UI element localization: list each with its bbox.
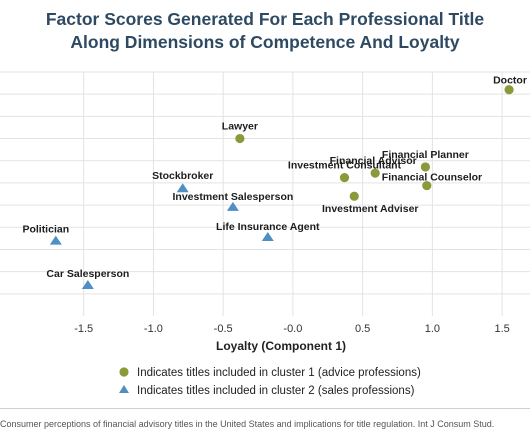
label-financial-advisor: Financial Advisor: [330, 155, 417, 167]
label-car-salesperson: Car Salesperson: [46, 268, 129, 280]
x-tick-label: 1.5: [494, 323, 509, 335]
label-politician: Politician: [22, 224, 69, 236]
label-financial-planner: Financial Planner: [382, 149, 469, 161]
label-doctor: Doctor: [493, 75, 527, 87]
x-tick-label: 1.0: [425, 323, 440, 335]
label-investment-consultant: Investment Consultant: [288, 160, 402, 172]
point-stockbroker: [176, 183, 189, 193]
point-financial-planner: [420, 162, 430, 172]
label-stockbroker: Stockbroker: [152, 170, 213, 182]
label-life-insurance-agent: Life Insurance Agent: [216, 221, 320, 233]
legend-item-cluster-1: Indicates titles included in cluster 1 (…: [137, 367, 421, 379]
chart-title-line-1: Factor Scores Generated For Each Profess…: [45, 9, 485, 29]
label-lawyer: Lawyer: [222, 121, 258, 133]
x-tick-label: -1.0: [144, 323, 163, 335]
label-financial-counselor: Financial Counselor: [382, 172, 482, 184]
chart-title: Factor Scores Generated For Each Profess…: [0, 8, 530, 54]
legend-triangle-icon: [119, 385, 129, 393]
data-points: [49, 85, 514, 289]
x-tick-label: -0.0: [283, 323, 302, 335]
label-investment-salesperson: Investment Salesperson: [173, 191, 294, 203]
footer-divider: [0, 408, 530, 443]
legend: Indicates titles included in cluster 1 (…: [119, 367, 421, 397]
point-financial-advisor: [370, 168, 380, 178]
citation-text: Consumer perceptions of financial adviso…: [0, 419, 495, 429]
x-tick-labels: -1.5 -1.0 -0.5 -0.0 0.5 1.0 1.5: [74, 323, 510, 335]
x-tick-label: -0.5: [214, 323, 233, 335]
point-doctor: [504, 85, 514, 95]
point-investment-consultant: [339, 172, 350, 183]
x-tick-label: -1.5: [74, 323, 93, 335]
legend-circle-icon: [119, 367, 129, 377]
scatter-plot: -1.5 -1.0 -0.5 -0.0 0.5 1.0 1.5 Loyalty (Compo…: [0, 71, 530, 397]
point-investment-salesperson: [226, 201, 239, 211]
grid-lines: [0, 71, 530, 316]
label-investment-adviser: Investment Adviser: [322, 203, 418, 215]
point-investment-adviser: [349, 191, 359, 201]
point-car-salesperson: [81, 279, 94, 289]
x-tick-label: 0.5: [355, 323, 370, 335]
point-financial-counselor: [422, 180, 432, 191]
point-politician: [49, 235, 62, 245]
point-life-insurance-agent: [261, 232, 274, 242]
legend-item-cluster-2: Indicates titles included in cluster 2 (…: [137, 385, 415, 397]
x-axis-label: Loyalty (Component 1): [216, 339, 346, 353]
chart-title-line-2: Along Dimensions of Competence And Loyal…: [70, 32, 460, 52]
point-lawyer: [235, 133, 245, 144]
